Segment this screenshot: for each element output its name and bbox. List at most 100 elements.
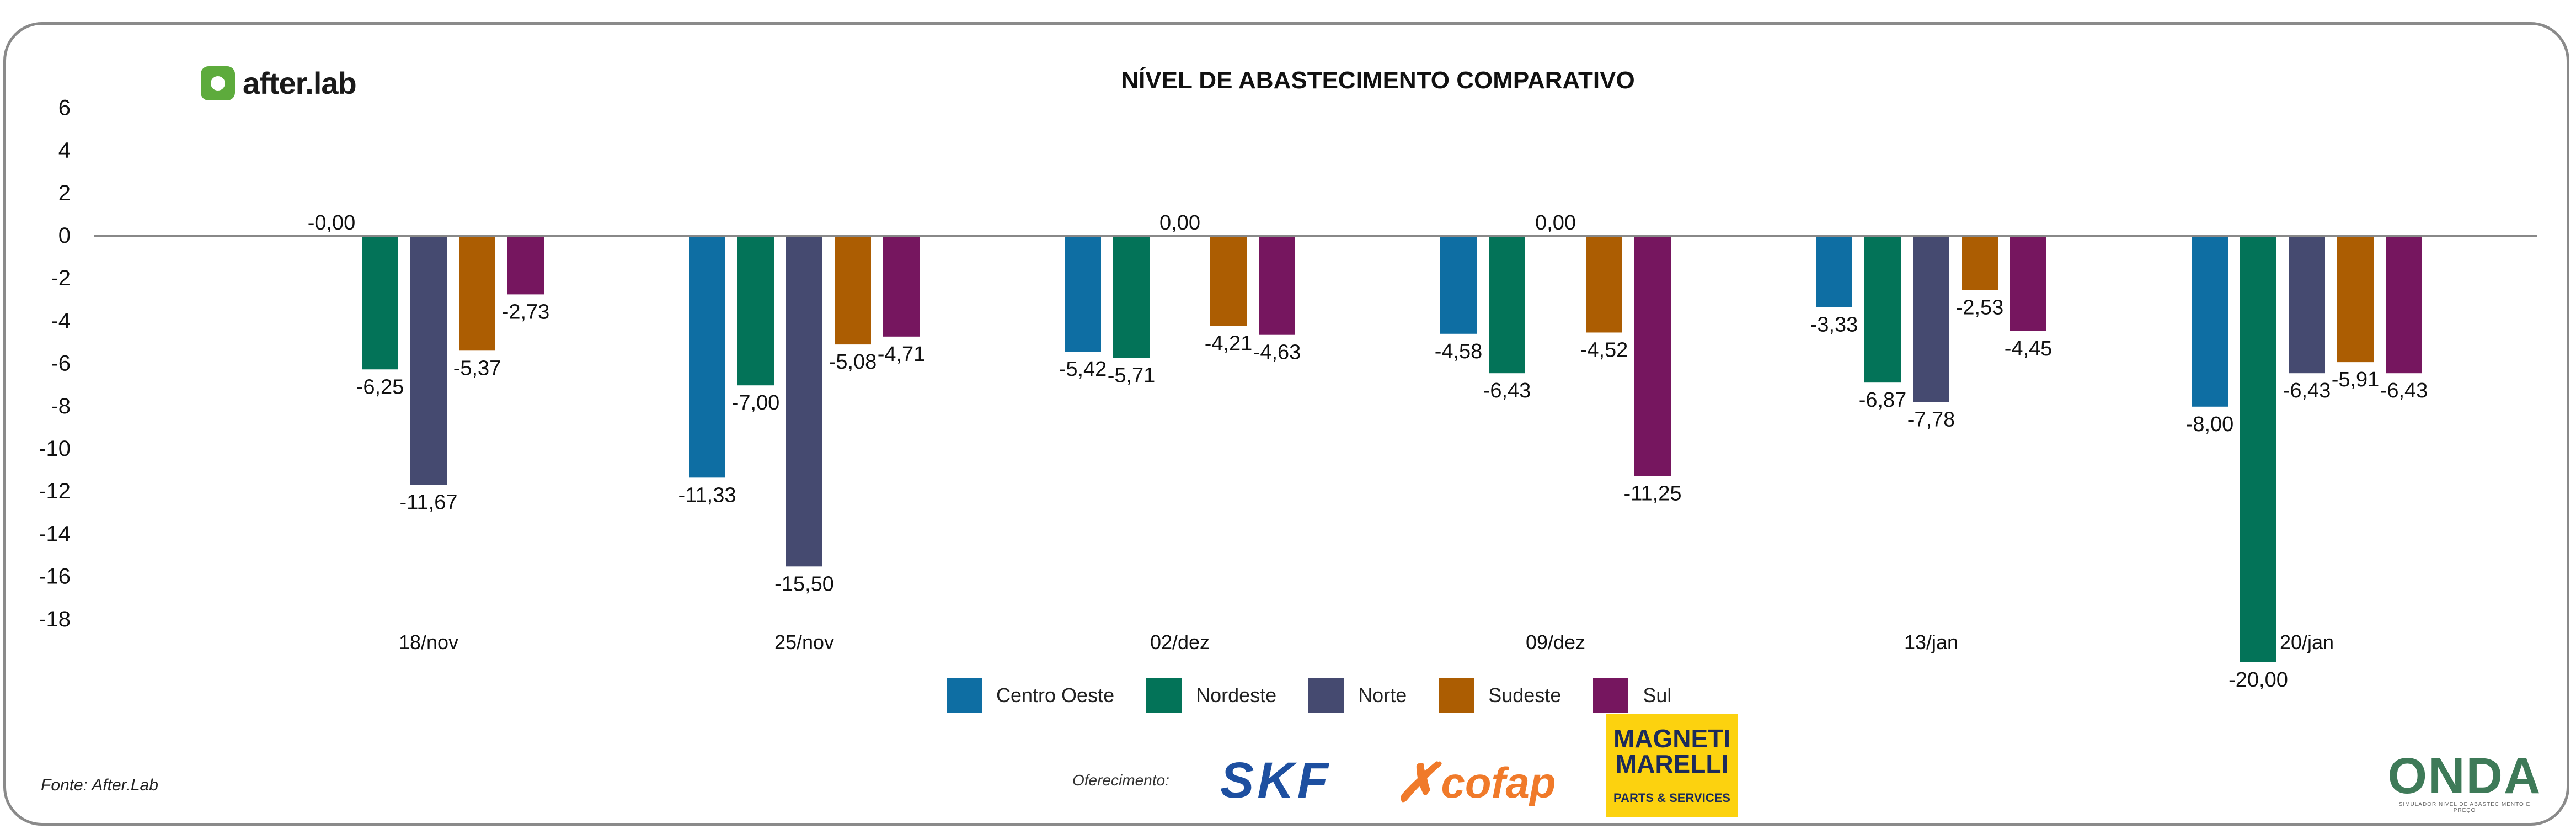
y-tick-label: -10 xyxy=(39,437,71,461)
data-label: 0,00 xyxy=(1535,211,1576,235)
chart-legend: Centro Oeste Nordeste Norte Sudeste Sul xyxy=(947,678,1703,713)
legend-item: Sudeste xyxy=(1439,678,1561,713)
data-label: -4,52 xyxy=(1580,338,1628,362)
skf-logo: SKF xyxy=(1220,752,1332,809)
magneti-line-2: MARELLI xyxy=(1615,750,1729,778)
y-tick-label: 4 xyxy=(58,139,71,163)
bar xyxy=(1816,236,1852,307)
x-axis: 18/nov 25/nov 02/dez 09/dez 13/jan 20/jan xyxy=(399,631,2334,653)
bar xyxy=(1440,236,1477,334)
legend-label: Centro Oeste xyxy=(996,684,1115,706)
bar xyxy=(507,236,544,295)
data-label: -0,00 xyxy=(308,211,356,235)
cofap-x-icon: ✗ xyxy=(1394,753,1439,812)
bar xyxy=(1113,236,1150,358)
bar xyxy=(883,236,920,337)
data-label: -6,43 xyxy=(1483,379,1531,402)
bar xyxy=(2289,236,2325,374)
y-tick-label: -12 xyxy=(39,479,71,503)
bars-group xyxy=(362,236,2422,662)
legend-label: Sudeste xyxy=(1488,684,1562,706)
afterlab-logo-icon xyxy=(201,66,235,100)
data-label: -5,71 xyxy=(1108,364,1156,387)
y-tick-label: -18 xyxy=(39,607,71,631)
cofap-wordmark: cofap xyxy=(1441,758,1556,807)
legend-label: Sul xyxy=(1643,684,1672,706)
legend-swatch xyxy=(1146,678,1182,713)
bar xyxy=(459,236,495,351)
data-label: -2,53 xyxy=(1956,296,2004,320)
bar xyxy=(362,236,398,370)
y-tick-label: -6 xyxy=(51,352,71,376)
bar xyxy=(689,236,725,478)
sponsor-label: Oferecimento: xyxy=(1072,772,1169,789)
data-label: -5,42 xyxy=(1059,358,1107,381)
data-label: -8,00 xyxy=(2186,413,2234,436)
bar xyxy=(1210,236,1247,326)
data-label: -11,33 xyxy=(678,483,736,507)
magneti-marelli-logo: MAGNETI MARELLI PARTS & SERVICES xyxy=(1606,714,1738,817)
data-label: -11,25 xyxy=(1624,482,1682,505)
bar xyxy=(2386,236,2422,374)
data-label: -5,08 xyxy=(829,350,877,374)
data-label: -4,71 xyxy=(878,343,926,366)
data-label: -4,58 xyxy=(1435,340,1483,363)
bar xyxy=(1065,236,1101,352)
x-tick-label: 18/nov xyxy=(399,631,458,653)
bar xyxy=(1864,236,1901,383)
chart-title: NÍVEL DE ABASTECIMENTO COMPARATIVO xyxy=(1121,66,1634,94)
bar xyxy=(2010,236,2046,331)
data-label: -15,50 xyxy=(774,572,834,596)
onda-wordmark: ONDA xyxy=(2387,748,2542,804)
legend-label: Nordeste xyxy=(1196,684,1277,706)
bar xyxy=(835,236,871,345)
y-tick-label: 0 xyxy=(58,224,71,248)
bar xyxy=(1634,236,1671,476)
x-tick-label: 20/jan xyxy=(2280,631,2334,653)
bar xyxy=(1489,236,1525,374)
bar xyxy=(2240,236,2276,662)
data-label: -4,21 xyxy=(1205,332,1253,355)
y-tick-label: -14 xyxy=(39,522,71,546)
y-tick-label: -2 xyxy=(51,266,71,290)
afterlab-logo: after.lab xyxy=(201,65,357,101)
data-label: -4,45 xyxy=(2005,337,2053,360)
data-labels-group: -0,00 -6,25 -11,67 -5,37 -2,73 -11,33 -7,00 -15… xyxy=(308,211,2428,692)
data-label: -7,78 xyxy=(1907,408,1955,431)
bar xyxy=(410,236,447,485)
legend-swatch xyxy=(1439,678,1474,713)
magneti-line-3: PARTS & SERVICES xyxy=(1613,791,1730,805)
y-tick-label: 2 xyxy=(58,181,71,205)
data-label: -3,33 xyxy=(1810,313,1858,337)
bar xyxy=(1259,236,1295,335)
cofap-logo: ✗ cofap xyxy=(1394,752,1556,814)
data-label: -20,00 xyxy=(2228,668,2288,692)
bar xyxy=(737,236,774,386)
onda-tagline: SIMULADOR NÍVEL DE ABASTECIMENTO E PREÇO xyxy=(2398,801,2531,814)
data-label: -5,91 xyxy=(2332,368,2380,391)
y-axis: 6 4 2 0 -2 -4 -6 -8 -10 -12 -14 -16 -18 xyxy=(39,95,71,631)
data-label: -6,87 xyxy=(1859,389,1907,412)
bar xyxy=(786,236,822,567)
bar-chart: NÍVEL DE ABASTECIMENTO COMPARATIVO 6 4 2 0 -… xyxy=(39,66,2537,692)
data-label: -6,25 xyxy=(356,375,404,398)
bar xyxy=(2337,236,2374,363)
legend-item: Norte xyxy=(1308,678,1407,713)
legend-swatch xyxy=(1593,678,1629,713)
legend-swatch xyxy=(1308,678,1344,713)
data-label: -5,37 xyxy=(453,357,501,380)
data-label: -4,63 xyxy=(1253,341,1301,364)
data-label: -11,67 xyxy=(400,491,458,514)
afterlab-logo-text: after.lab xyxy=(243,66,357,100)
bar xyxy=(2192,236,2228,407)
legend-swatch xyxy=(947,678,982,713)
bar xyxy=(1586,236,1622,333)
x-tick-label: 25/nov xyxy=(774,631,834,653)
data-label: -2,73 xyxy=(502,300,550,323)
y-tick-label: -16 xyxy=(39,565,71,589)
data-label: -6,43 xyxy=(2283,379,2331,402)
legend-item: Nordeste xyxy=(1146,678,1276,713)
legend-item: Sul xyxy=(1593,678,1671,713)
y-tick-label: -4 xyxy=(51,309,71,333)
source-note: Fonte: After.Lab xyxy=(41,776,158,794)
